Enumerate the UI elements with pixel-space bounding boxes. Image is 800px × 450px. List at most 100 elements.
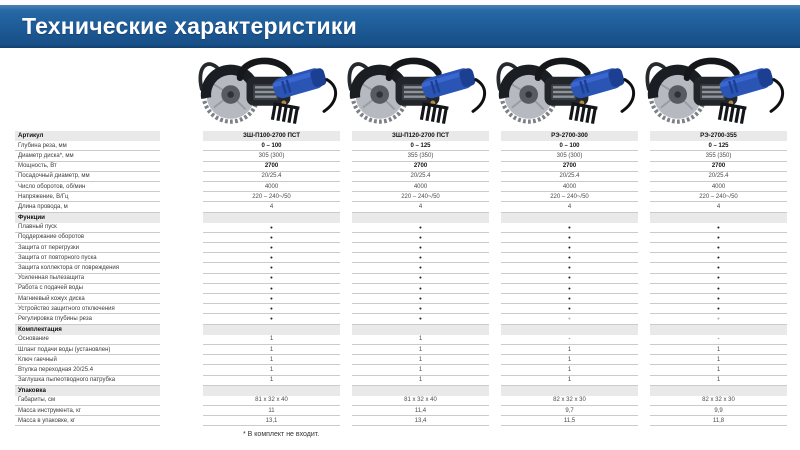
value-cell: 1 — [501, 345, 638, 356]
value-cell: • — [203, 294, 340, 305]
product-images-strip — [0, 46, 800, 130]
value-cell: 1 — [352, 376, 489, 386]
value-cell: 305 (300) — [501, 151, 638, 162]
value-cell: • — [650, 304, 787, 315]
value-cell: 4 — [650, 202, 787, 213]
value-cell: • — [650, 263, 787, 274]
value-cell: 0 – 100 — [501, 141, 638, 152]
product-image-1 — [193, 46, 343, 130]
value-cell: 1 — [203, 335, 340, 345]
value-cell: РЭ-2700-300 — [501, 131, 638, 142]
value-cell: 11,8 — [650, 416, 787, 427]
row-label: Длина провода, м — [15, 202, 160, 213]
value-cell: • — [352, 294, 489, 305]
row-label: Функции — [15, 212, 160, 223]
row-label: Артикул — [15, 131, 160, 142]
cut-off-saw-icon — [193, 46, 343, 130]
row-label: Посадочный диаметр, мм — [15, 172, 160, 182]
table-row: Работа с подачей воды • • • • — [0, 284, 800, 294]
value-cell: • — [650, 223, 787, 233]
value-cell: • — [203, 223, 340, 233]
value-cell: • — [352, 233, 489, 244]
table-row: Защита от повторного пуска • • • • — [0, 253, 800, 264]
value-cell: • — [203, 263, 340, 274]
value-cell — [650, 324, 787, 335]
table-row: Защита коллектора от повреждения • • • • — [0, 263, 800, 274]
table-row: Основание 1 1 - - — [0, 335, 800, 345]
value-cell: 82 x 32 x 30 — [501, 396, 638, 407]
value-cell: 20/25.4 — [352, 172, 489, 182]
row-label: Мощность, Вт — [15, 162, 160, 172]
row-label: Заглушка пылеотводного патрубка — [15, 376, 160, 386]
value-cell: • — [203, 274, 340, 284]
value-cell: 4000 — [203, 182, 340, 193]
value-cell — [352, 324, 489, 335]
table-row: Защита от перегрузки • • • • — [0, 243, 800, 254]
row-label: Устройство защитного отключения — [15, 304, 160, 315]
value-cell: • — [203, 233, 340, 244]
value-cell: 1 — [203, 345, 340, 356]
table-row: Магниевый кожух диска • • • • — [0, 294, 800, 305]
value-cell: • — [203, 243, 340, 254]
row-label: Работа с подачей воды — [15, 284, 160, 294]
value-cell: 20/25.4 — [501, 172, 638, 182]
table-row: Габариты, см 81 x 32 x 40 81 x 32 x 40 82 x… — [0, 396, 800, 407]
row-label: Глубина реза, мм — [15, 141, 160, 152]
table-row: Поддержание оборотов • • • • — [0, 233, 800, 244]
table-row: Регулировка глубины реза • • • • — [0, 314, 800, 325]
table-row: Масса в упаковке, кг 13,1 13,4 11,5 11,8 — [0, 416, 800, 427]
value-cell: 11,5 — [501, 416, 638, 427]
value-cell: • — [501, 274, 638, 284]
table-row: Плавный пуск • • • • — [0, 223, 800, 233]
table-row: Шланг подачи воды (установлен) 1 1 1 1 — [0, 345, 800, 356]
value-cell: • — [203, 253, 340, 264]
value-cell — [352, 385, 489, 396]
value-cell: 81 x 32 x 40 — [352, 396, 489, 407]
section-row: Артикул ЗШ-П100-2700 ПСТ ЗШ-П120-2700 ПСТ Р… — [0, 131, 800, 142]
value-cell: 0 – 125 — [352, 141, 489, 152]
row-label: Ключ гаечный — [15, 355, 160, 366]
row-label: Защита от повторного пуска — [15, 253, 160, 264]
value-cell: 1 — [650, 365, 787, 376]
spec-table: Артикул ЗШ-П100-2700 ПСТ ЗШ-П120-2700 ПСТ Р… — [0, 131, 800, 427]
value-cell: • — [352, 243, 489, 254]
value-cell: • — [501, 253, 638, 264]
value-cell: • — [501, 233, 638, 244]
cut-off-saw-icon — [342, 46, 492, 130]
value-cell: - — [501, 335, 638, 345]
value-cell: 4 — [352, 202, 489, 213]
value-cell: 220 – 240~/50 — [352, 192, 489, 203]
value-cell: • — [501, 284, 638, 294]
value-cell: • — [203, 314, 340, 325]
value-cell: 220 – 240~/50 — [650, 192, 787, 203]
value-cell: 13,1 — [203, 416, 340, 427]
value-cell: • — [203, 304, 340, 315]
value-cell: 0 – 125 — [650, 141, 787, 152]
value-cell: • — [650, 253, 787, 264]
value-cell: 355 (350) — [650, 151, 787, 162]
value-cell: • — [501, 304, 638, 315]
value-cell: 0 – 100 — [203, 141, 340, 152]
row-label: Масса инструмента, кг — [15, 406, 160, 417]
row-label: Усиленная пылезащита — [15, 274, 160, 284]
section-row: Комплектация — [0, 324, 800, 335]
value-cell: 1 — [203, 376, 340, 386]
value-cell: 11,4 — [352, 406, 489, 417]
value-cell: • — [650, 294, 787, 305]
row-label: Диаметр диска*, мм — [15, 151, 160, 162]
row-label: Втулка переходная 20/25.4 — [15, 365, 160, 376]
value-cell: • — [501, 294, 638, 305]
row-label: Габариты, см — [15, 396, 160, 407]
value-cell: 220 – 240~/50 — [203, 192, 340, 203]
value-cell — [203, 324, 340, 335]
value-cell: 305 (300) — [203, 151, 340, 162]
section-row: Функции — [0, 212, 800, 223]
value-cell — [203, 212, 340, 223]
table-row: Мощность, Вт 2700 2700 2700 2700 — [0, 162, 800, 172]
table-row: Напряжение, В/Гц 220 – 240~/50 220 – 240~/… — [0, 192, 800, 203]
value-cell: 9,9 — [650, 406, 787, 417]
value-cell — [501, 212, 638, 223]
row-label: Комплектация — [15, 324, 160, 335]
value-cell: 1 — [650, 376, 787, 386]
